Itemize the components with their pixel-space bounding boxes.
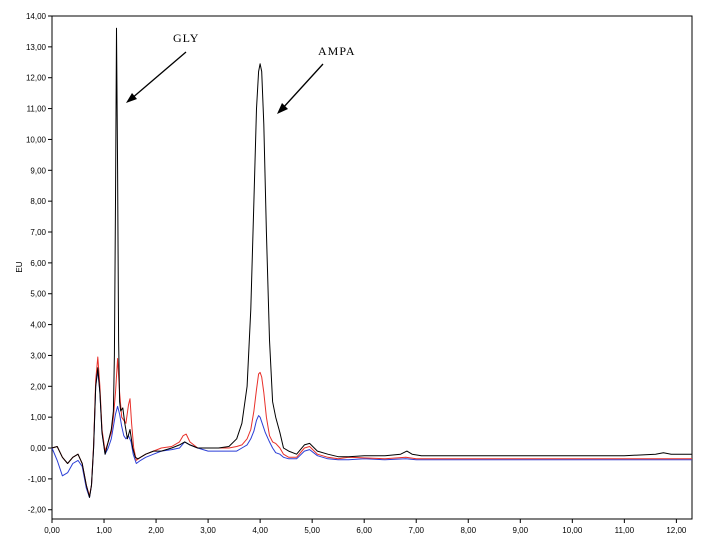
x-tick-label: 6,00 bbox=[356, 526, 372, 535]
y-tick-label: -1,00 bbox=[28, 475, 47, 484]
annotation-ampa-label: AMPA bbox=[318, 44, 356, 58]
series-layer bbox=[51, 27, 692, 498]
x-tick-label: 4,00 bbox=[252, 526, 268, 535]
x-tick-label: 5,00 bbox=[304, 526, 320, 535]
x-tick-label: 8,00 bbox=[460, 526, 476, 535]
annotation-gly-arrow bbox=[130, 51, 187, 100]
x-tick-label: 2,00 bbox=[148, 526, 164, 535]
annotations-layer: GLY AMPA bbox=[126, 31, 356, 114]
y-tick-label: 13,00 bbox=[26, 43, 47, 52]
x-tick-label: 0,00 bbox=[44, 526, 60, 535]
y-tick-label: 8,00 bbox=[30, 197, 46, 206]
x-tick-label: 12,00 bbox=[666, 526, 687, 535]
y-tick-label: 3,00 bbox=[30, 351, 46, 360]
y-tick-label: 2,00 bbox=[30, 382, 46, 391]
y-tick-label: 11,00 bbox=[27, 105, 47, 114]
y-tick-label: -2,00 bbox=[28, 506, 47, 515]
y-tick-label: 0,00 bbox=[30, 444, 46, 453]
annotation-ampa-arrowhead bbox=[277, 103, 288, 114]
y-tick-label: 12,00 bbox=[26, 74, 47, 83]
y-tick-label: 1,00 bbox=[30, 413, 46, 422]
x-tick-label: 10,00 bbox=[562, 526, 583, 535]
x-axis-ticks: 0,00 1,00 2,00 3,00 4,00 5,00 6,00 7,00 8,00 9,00… bbox=[44, 519, 687, 535]
x-tick-label: 7,00 bbox=[408, 526, 424, 535]
y-axis-ticks: -2,00 -1,00 0,00 1,00 2,00 3,00 4,00 5,00 6,00 7,… bbox=[26, 12, 52, 515]
y-tick-label: 9,00 bbox=[30, 166, 46, 175]
x-tick-label: 11,00 bbox=[615, 526, 635, 535]
x-tick-label: 1,00 bbox=[96, 526, 112, 535]
y-tick-label: 14,00 bbox=[26, 12, 47, 21]
y-tick-label: 6,00 bbox=[30, 259, 46, 268]
x-tick-label: 9,00 bbox=[513, 526, 529, 535]
annotation-gly-label: GLY bbox=[173, 31, 199, 45]
y-tick-label: 4,00 bbox=[30, 321, 46, 330]
y-tick-label: 7,00 bbox=[30, 228, 46, 237]
y-tick-label: 10,00 bbox=[26, 135, 47, 144]
series-line-1 bbox=[51, 356, 692, 497]
y-axis-label: EU bbox=[15, 261, 24, 272]
series-line-0 bbox=[51, 27, 692, 498]
annotation-gly-arrowhead bbox=[126, 93, 137, 103]
x-tick-label: 3,00 bbox=[200, 526, 216, 535]
y-tick-label: 5,00 bbox=[30, 290, 46, 299]
annotation-ampa-arrow bbox=[281, 63, 324, 110]
plot-frame bbox=[51, 15, 693, 520]
